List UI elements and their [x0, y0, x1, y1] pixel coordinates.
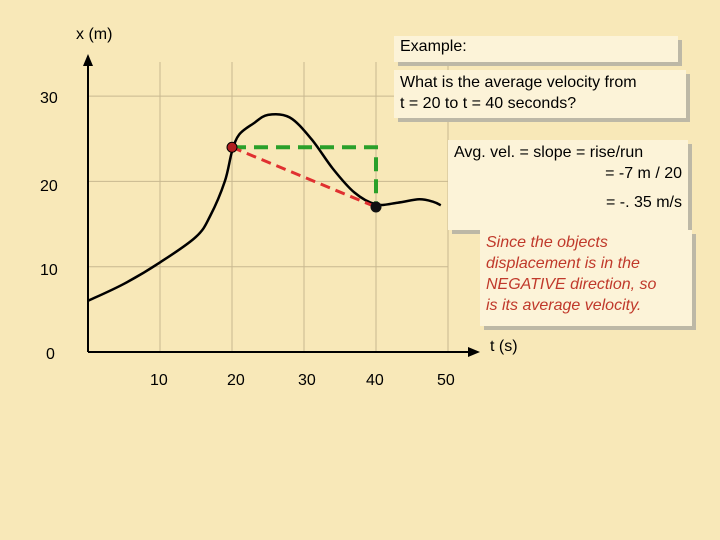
- position-curve: [87, 112, 442, 302]
- x-tick-label-10: 10: [150, 372, 168, 389]
- x-axis-label: t (s): [490, 338, 518, 355]
- y-tick-label-10: 10: [40, 262, 58, 279]
- point-t40: [370, 201, 382, 213]
- answer-line-2: = -7 m / 20: [605, 165, 682, 182]
- explanation-line-3: NEGATIVE direction, so: [486, 276, 657, 293]
- explanation-line-2: displacement is in the: [486, 255, 640, 272]
- rise-run-triangle: [232, 145, 378, 207]
- secant-line: [231, 145, 377, 209]
- question-line-2: t = 20 to t = 40 seconds?: [400, 95, 577, 112]
- example-heading: Example:: [400, 38, 467, 55]
- explanation-box: Since the objects displacement is in the…: [480, 230, 692, 326]
- answer-box: Avg. vel. = slope = rise/run = -7 m / 20…: [448, 140, 688, 230]
- question-line-1: What is the average velocity from: [400, 74, 637, 91]
- x-tick-label-20: 20: [227, 372, 245, 389]
- y-axis-label: x (m): [76, 26, 113, 43]
- y-axis-arrowhead: [83, 54, 93, 66]
- point-t20: [226, 141, 238, 153]
- x-tick-label-50: 50: [437, 372, 455, 389]
- answer-line-3: = -. 35 m/s: [605, 194, 682, 211]
- y-tick-label-0: 0: [46, 346, 55, 363]
- x-tick-label-40: 40: [366, 372, 384, 389]
- y-tick-label-20: 20: [40, 178, 58, 195]
- x-tick-label-30: 30: [298, 372, 316, 389]
- explanation-line-1: Since the objects: [486, 234, 608, 251]
- example-heading-box: Example:: [394, 36, 678, 62]
- question-box: What is the average velocity from t = 20…: [394, 70, 686, 118]
- explanation-line-4: is its average velocity.: [486, 297, 642, 314]
- x-axis-arrowhead: [468, 347, 480, 357]
- answer-line-1: Avg. vel. = slope = rise/run: [454, 144, 644, 161]
- y-tick-label-30: 30: [40, 90, 58, 107]
